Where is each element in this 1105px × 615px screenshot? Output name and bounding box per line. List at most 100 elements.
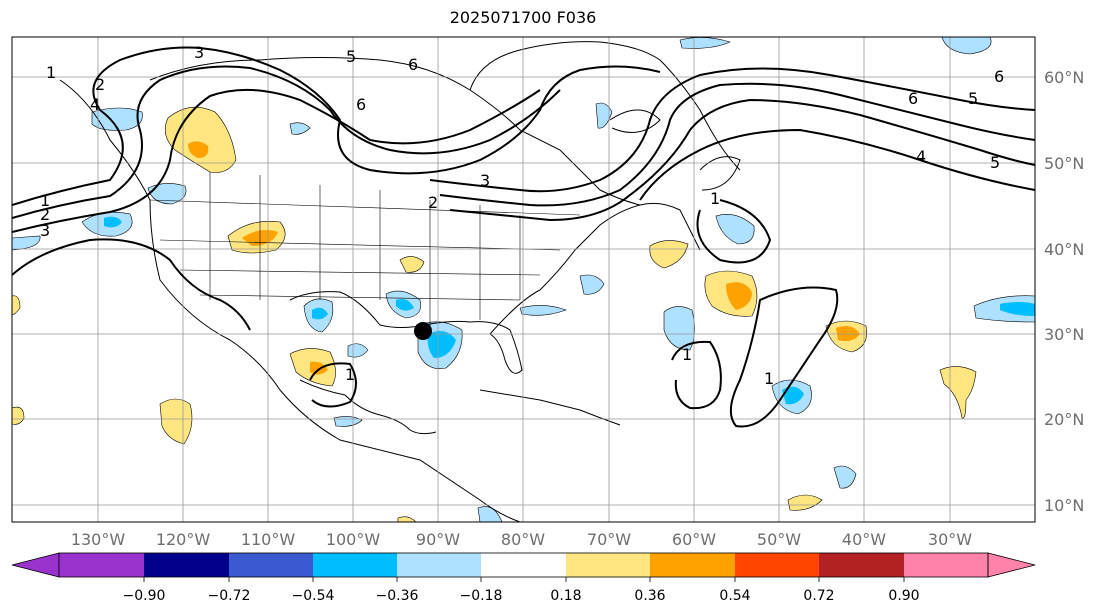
lat-label-20n: 20°N	[1044, 410, 1084, 429]
lon-label: 120°W	[156, 530, 211, 549]
lat-label-40n: 40°N	[1044, 240, 1084, 259]
shade-orange	[188, 141, 209, 158]
lat-label-10n: 10°N	[1044, 496, 1084, 515]
shade-yellow	[939, 366, 977, 419]
shade-orange	[726, 282, 752, 310]
colorbar-tick-label: 0.54	[719, 588, 750, 604]
contour-label: 3	[480, 171, 490, 190]
contour-label: 1	[46, 63, 56, 82]
colorbar-swatch	[313, 553, 397, 577]
contour-label: 3	[40, 221, 50, 240]
shade-lightblue	[595, 102, 613, 129]
anomaly-shading	[12, 37, 1035, 522]
lon-label: 110°W	[241, 530, 296, 549]
contour-label: 1	[710, 189, 720, 208]
colorbar: −0.90 −0.72 −0.54 −0.36 −0.18 0.18 0.36 …	[11, 552, 1036, 604]
colorbar-tick-label: −0.90	[123, 588, 166, 604]
lon-label: 80°W	[501, 530, 545, 549]
contour-label: 1	[40, 191, 50, 210]
colorbar-tick-label: −0.72	[208, 588, 251, 604]
map-border	[11, 36, 1036, 523]
shade-lightblue	[833, 465, 857, 489]
contour-label: 4	[916, 147, 926, 166]
lon-label: 40°W	[842, 530, 886, 549]
colorbar-tick-label: −0.54	[292, 588, 335, 604]
shade-lightblue	[715, 214, 755, 245]
shade-yellow	[12, 406, 25, 425]
graticule	[12, 37, 1035, 522]
contour-label: 2	[95, 75, 105, 94]
colorbar-swatch	[144, 553, 229, 577]
shade-blue	[782, 386, 804, 405]
colorbar-extend-low	[11, 552, 60, 578]
shade-blue	[104, 216, 122, 228]
shade-lightblue	[519, 305, 567, 316]
shade-lightblue	[477, 506, 503, 522]
shade-blue	[427, 331, 456, 358]
contour-label: 2	[428, 193, 438, 212]
shade-yellow	[399, 256, 425, 273]
lon-label: 90°W	[416, 530, 460, 549]
colorbar-tick-label: 0.36	[634, 588, 665, 604]
colorbar-swatch	[397, 553, 481, 577]
lon-label: 100°W	[326, 530, 381, 549]
colorbar-swatch	[59, 553, 144, 577]
contour-label: 1	[345, 365, 355, 384]
contour-label-group: 1 2 3 1 2 3 4 5 6 6 5 6 6 4 5 1 1 1 1 2 …	[40, 43, 1004, 388]
lat-label-30n: 30°N	[1044, 325, 1084, 344]
shade-yellow	[159, 398, 193, 445]
contour-label: 6	[908, 89, 918, 108]
colorbar-tick-label: 0.18	[550, 588, 581, 604]
latitude-labels: 60°N 50°N 40°N 30°N 20°N 10°N	[1044, 68, 1084, 515]
shade-yellow	[397, 516, 417, 522]
shade-lightblue	[941, 37, 992, 55]
shade-blue	[312, 307, 328, 320]
colorbar-extend-high	[987, 552, 1036, 578]
contour-label: 1	[682, 345, 692, 364]
lon-label: 130°W	[71, 530, 126, 549]
contour-label: 3	[194, 43, 204, 62]
storm-center-marker	[414, 322, 432, 340]
shade-lightblue	[679, 37, 731, 49]
map-title: 2025071700 F036	[449, 8, 597, 27]
colorbar-tick-label: 0.90	[888, 588, 919, 604]
lon-label: 60°W	[672, 530, 716, 549]
contour-label: 5	[968, 89, 978, 108]
contour-label: 4	[90, 95, 100, 114]
lat-label-50n: 50°N	[1044, 154, 1084, 173]
contour-label: 5	[990, 153, 1000, 172]
contour-label: 1	[764, 369, 774, 388]
shade-blue	[396, 299, 414, 311]
shade-yellow	[787, 494, 823, 511]
colorbar-tick-label: 0.72	[803, 588, 834, 604]
longitude-labels: 130°W 120°W 110°W 100°W 90°W 80°W 70°W 6…	[71, 530, 972, 549]
colorbar-swatch	[229, 553, 313, 577]
lon-label: 70°W	[587, 530, 631, 549]
lat-label-60n: 60°N	[1044, 68, 1084, 87]
contour-label: 5	[346, 47, 356, 66]
map-content: 1 2 3 1 2 3 4 5 6 6 5 6 6 4 5 1 1 1 1 2 …	[12, 37, 1035, 522]
colorbar-tick-label: −0.18	[460, 588, 503, 604]
state-boundaries	[149, 172, 581, 330]
contour-label: 6	[356, 95, 366, 114]
shade-lightblue	[579, 274, 605, 295]
colorbar-swatch	[566, 553, 650, 577]
contour-label: 6	[408, 55, 418, 74]
map-background	[12, 37, 1035, 522]
lon-label: 30°W	[928, 530, 972, 549]
shade-lightblue	[289, 122, 311, 135]
contour-label: 6	[994, 67, 1004, 86]
colorbar-swatch	[904, 553, 988, 577]
colorbar-swatch	[481, 553, 566, 577]
colorbar-swatch	[735, 553, 819, 577]
colorbar-swatch	[650, 553, 735, 577]
shade-yellow	[649, 240, 689, 269]
colorbar-tick-label: −0.36	[376, 588, 419, 604]
shade-yellow	[12, 295, 21, 315]
lon-label: 50°W	[757, 530, 801, 549]
colorbar-swatch	[819, 553, 904, 577]
contours	[12, 46, 1035, 428]
shade-orange	[836, 326, 860, 342]
shade-blue	[1000, 302, 1035, 316]
